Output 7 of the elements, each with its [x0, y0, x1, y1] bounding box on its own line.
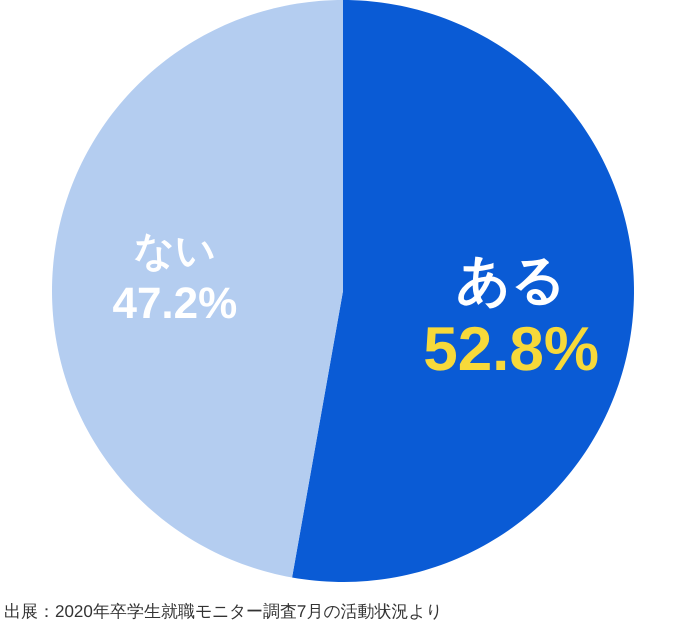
data-label: 52.8%: [423, 314, 600, 384]
data-label: 47.2%: [112, 279, 238, 328]
slice-label: ある: [456, 250, 566, 310]
pie-slice: [292, 0, 634, 582]
slice-label: ない: [134, 229, 216, 274]
text: 出展：2020年卒学生就職モニター調査7月の活動状況より: [4, 602, 442, 621]
pie-slice: [52, 0, 343, 578]
